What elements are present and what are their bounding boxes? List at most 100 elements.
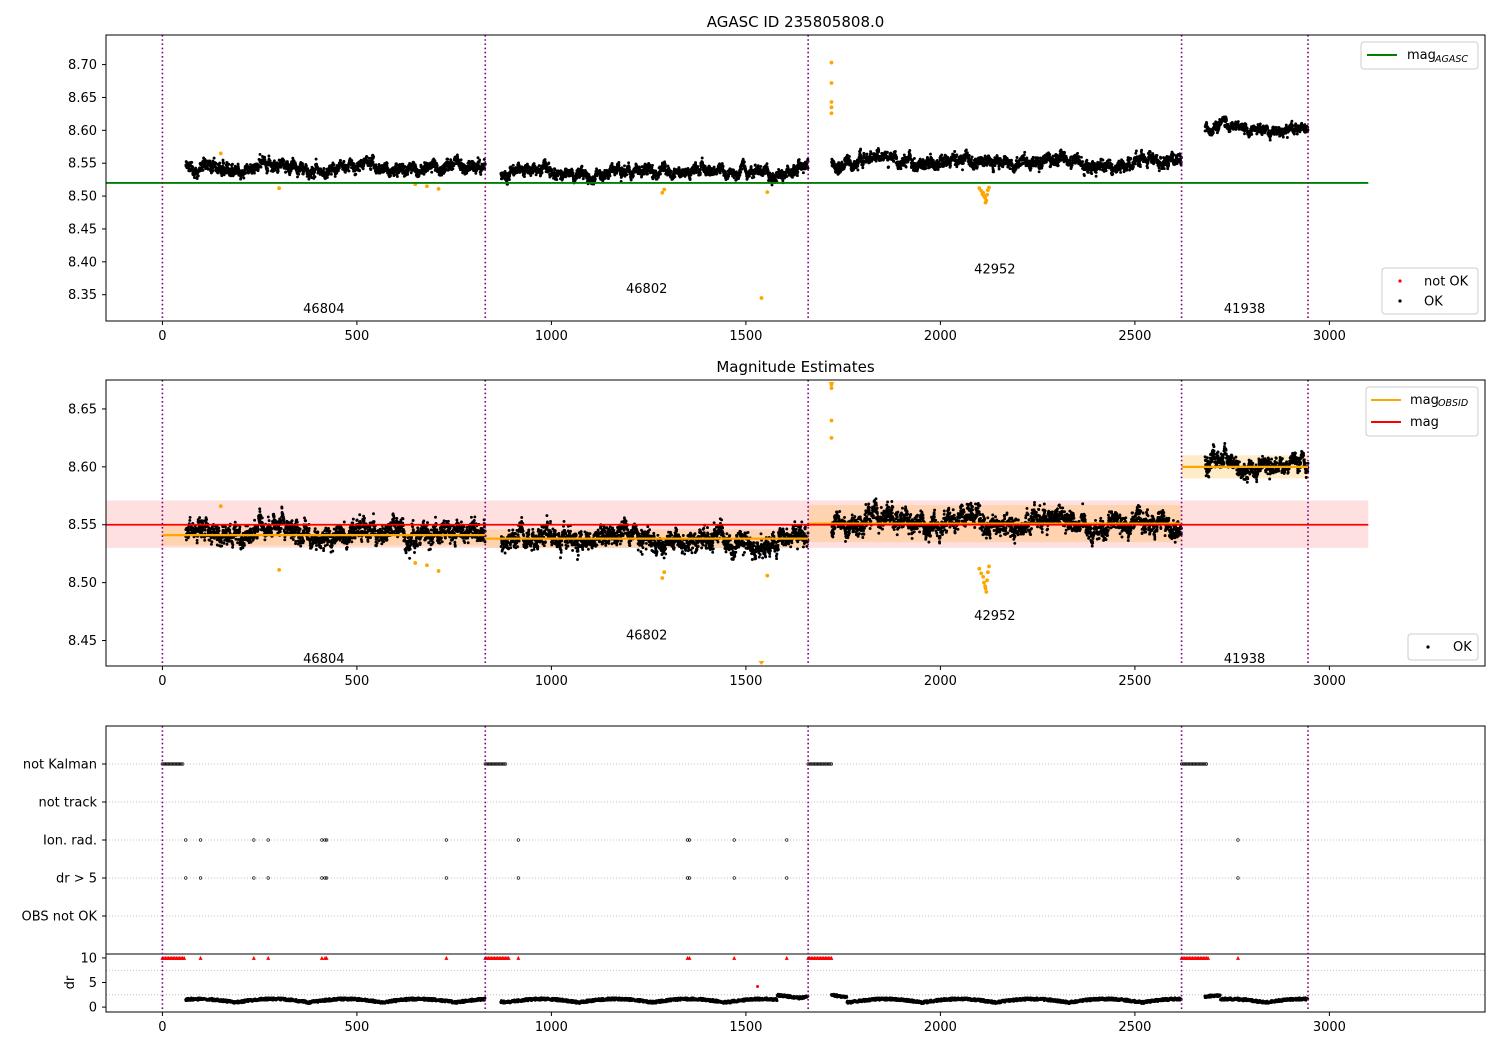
- data-point-ok: [797, 158, 801, 162]
- data-point-ok: [282, 158, 286, 162]
- data-point-ok: [580, 164, 584, 168]
- data-point-ok: [1023, 150, 1027, 154]
- data-point-ok: [385, 161, 389, 165]
- data-point-ok: [570, 168, 574, 172]
- data-point-ok: [724, 170, 728, 174]
- data-point-ok: [908, 149, 912, 152]
- data-point-ok: [273, 168, 277, 172]
- data-point-ok: [964, 148, 968, 152]
- data-point-ok: [361, 167, 365, 171]
- data-point-ok: [1048, 152, 1052, 156]
- data-point-ok: [664, 164, 667, 168]
- data-point-ok: [847, 155, 851, 158]
- data-point-ok: [673, 175, 677, 179]
- data-point-ok: [1063, 151, 1066, 155]
- data-point-ok: [201, 168, 205, 172]
- data-point-ok: [749, 165, 753, 169]
- data-point-ok: [325, 175, 329, 179]
- data-point-ok: [196, 174, 200, 178]
- data-point-ok: [742, 160, 746, 164]
- data-point-ok: [885, 150, 889, 154]
- data-point-ok: [631, 174, 635, 178]
- data-point-ok: [1090, 172, 1094, 176]
- data-point-ok: [352, 162, 356, 166]
- data-point-ok: [895, 155, 899, 159]
- data-point-ok: [1085, 158, 1089, 162]
- data-point-ok: [953, 150, 957, 153]
- data-point-ok: [949, 164, 952, 168]
- data-point-ok: [194, 167, 198, 171]
- data-point-ok: [231, 162, 234, 166]
- data-point-ok: [252, 171, 256, 175]
- data-point-ok: [209, 171, 213, 175]
- data-point-ok: [651, 163, 654, 167]
- data-point-ok: [1029, 166, 1033, 170]
- data-point-ok: [263, 155, 267, 159]
- data-point-ok: [965, 151, 969, 155]
- data-point-ok: [191, 166, 195, 169]
- data-point-ok: [289, 169, 293, 173]
- data-point-ok: [642, 172, 646, 176]
- data-point-ok: [623, 164, 626, 168]
- data-point-ok: [975, 165, 979, 169]
- data-point-ok: [523, 172, 527, 176]
- data-point-ok: [955, 165, 959, 169]
- data-point-ok: [1008, 167, 1012, 171]
- data-point-ok: [1065, 156, 1068, 160]
- data-point-ok: [859, 147, 863, 151]
- data-point-ok: [430, 170, 434, 174]
- data-point-ok: [766, 168, 770, 172]
- data-point-ok: [522, 175, 526, 179]
- data-point-ok: [759, 164, 763, 168]
- data-point-ok: [446, 157, 450, 161]
- data-point-ok: [646, 172, 649, 176]
- data-point-ok: [1094, 174, 1098, 178]
- data-point-ok: [212, 156, 216, 160]
- data-point-ok: [1081, 160, 1085, 164]
- data-point-ok: [267, 154, 271, 158]
- data-point-ok: [840, 160, 844, 164]
- data-point-ok: [294, 164, 298, 168]
- data-point-ok: [296, 175, 299, 179]
- data-point-ok: [529, 174, 533, 177]
- data-point-ok: [540, 171, 544, 175]
- data-point-ok: [912, 156, 916, 160]
- data-point-ok: [856, 164, 860, 168]
- data-point-ok: [301, 163, 304, 167]
- data-point-ok: [904, 165, 908, 169]
- data-point-ok: [1010, 158, 1013, 162]
- data-point-ok: [997, 167, 1001, 171]
- data-point-ok: [747, 174, 751, 178]
- data-point-ok: [347, 169, 351, 173]
- data-point-ok: [342, 159, 346, 163]
- data-point-ok: [1037, 170, 1041, 174]
- data-point-ok: [313, 175, 317, 179]
- data-point-ok: [967, 154, 971, 157]
- data-point-ok: [617, 163, 621, 167]
- data-point-ok: [893, 150, 897, 153]
- data-point-ok: [806, 166, 810, 170]
- data-point-ok: [304, 164, 308, 168]
- data-point-ok: [801, 171, 805, 175]
- data-point-ok: [547, 161, 551, 165]
- data-point-ok: [266, 166, 269, 170]
- data-point-ok: [329, 172, 333, 176]
- data-point-ok: [395, 175, 399, 178]
- data-point-ok: [1094, 170, 1098, 174]
- data-point-ok: [992, 170, 996, 174]
- data-point-ok: [617, 161, 621, 164]
- panel-agasc: AGASC ID 235805808.046804468024295241938…: [68, 13, 1486, 344]
- data-point-ok: [1104, 169, 1108, 173]
- data-point-ok: [931, 159, 935, 162]
- data-point-ok: [354, 172, 358, 176]
- data-point-ok: [406, 172, 410, 176]
- data-point-ok: [744, 170, 748, 173]
- data-point-ok: [1022, 153, 1026, 157]
- data-point-ok: [629, 178, 633, 182]
- data-point-ok: [417, 174, 421, 178]
- data-point-ok: [451, 167, 455, 171]
- data-point-ok: [389, 174, 392, 178]
- data-point-ok: [608, 174, 612, 178]
- data-point-ok: [371, 160, 375, 164]
- data-point-ok: [372, 155, 376, 159]
